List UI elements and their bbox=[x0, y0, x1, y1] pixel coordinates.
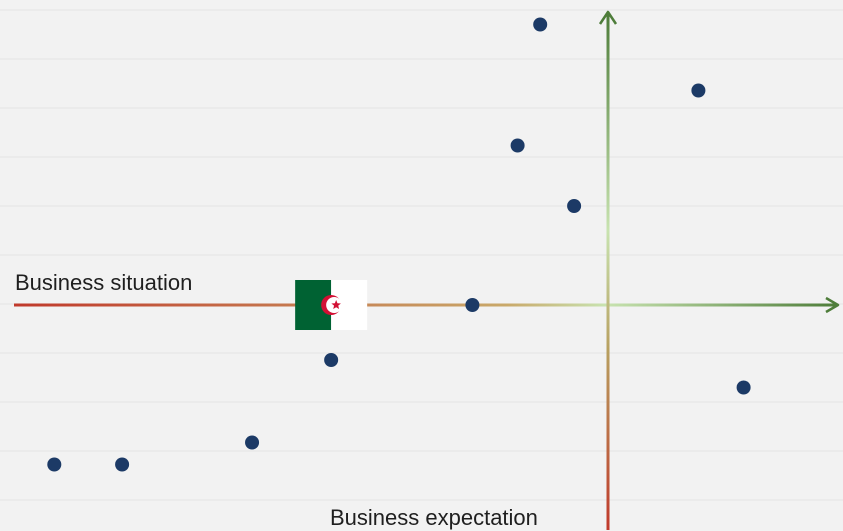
data-point bbox=[324, 353, 339, 367]
data-point bbox=[47, 457, 62, 472]
data-point bbox=[736, 380, 751, 395]
axes bbox=[14, 10, 840, 530]
data-point bbox=[567, 199, 582, 213]
data-points bbox=[47, 17, 751, 472]
x-axis-line bbox=[14, 303, 836, 307]
data-point bbox=[465, 298, 480, 312]
data-point bbox=[115, 457, 130, 472]
y-axis-label: Business expectation bbox=[330, 505, 538, 530]
data-point bbox=[245, 435, 260, 450]
data-point bbox=[533, 17, 548, 32]
data-point bbox=[510, 138, 525, 153]
x-axis-label: Business situation bbox=[15, 270, 193, 295]
y-axis-line bbox=[606, 14, 610, 530]
algeria-flag-marker bbox=[295, 280, 368, 330]
flag-star-icon bbox=[331, 300, 341, 310]
data-point bbox=[691, 83, 706, 98]
x-axis-arrow-icon bbox=[825, 296, 840, 314]
gridlines bbox=[0, 9, 843, 501]
y-axis-arrow-icon bbox=[598, 10, 618, 25]
